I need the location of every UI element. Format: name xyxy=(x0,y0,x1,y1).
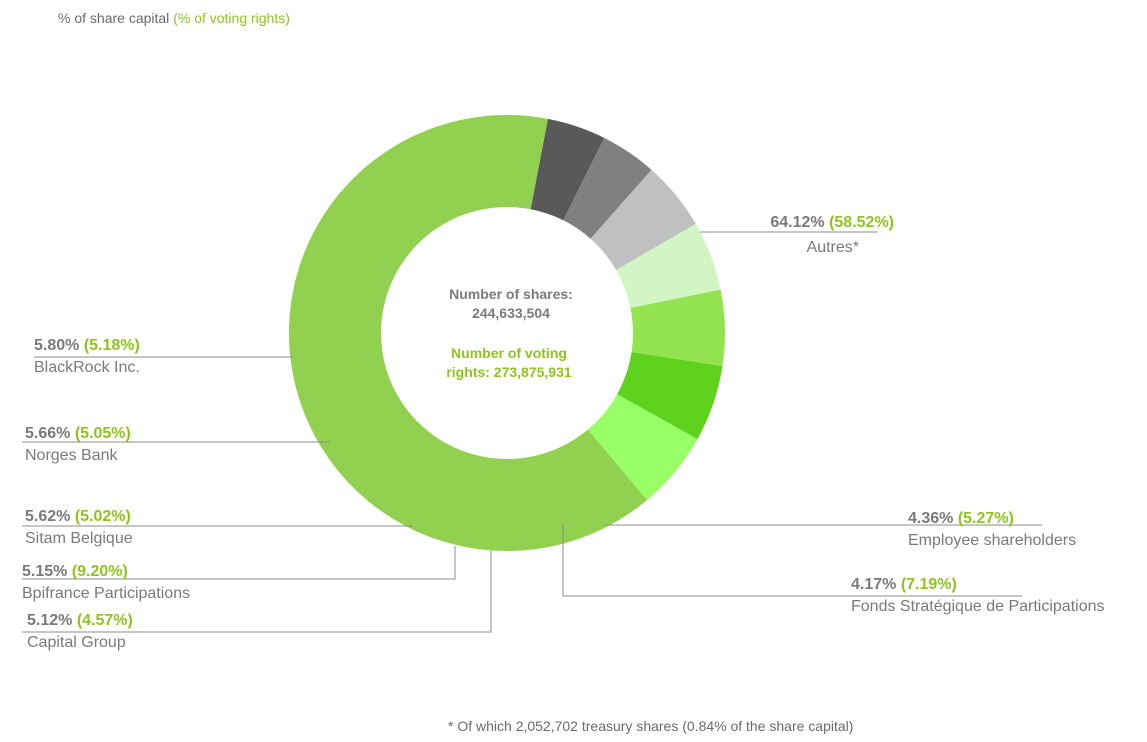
name-label-sitam-belgique: Sitam Belgique xyxy=(25,530,133,547)
name-label-capital-group: Capital Group xyxy=(27,634,126,651)
leader-line-fonds-strat-gique-de-participations xyxy=(562,524,1022,597)
pct-label-blackrock-inc: 5.80% (5.18%) xyxy=(34,337,140,354)
slice-bpifrance-participations xyxy=(616,223,721,308)
voting-rights-fonds-strat-gique-de-participations: (7.19%) xyxy=(901,576,957,593)
pct-label-autres: 64.12% (58.52%) xyxy=(770,214,894,231)
footnote: * Of which 2,052,702 treasury shares (0.… xyxy=(448,718,854,734)
pct-label-employee-shareholders: 4.36% (5.27%) xyxy=(908,510,1014,527)
share-capital-bpifrance-participations: 5.15% xyxy=(22,563,72,580)
voting-rights-capital-group: (4.57%) xyxy=(77,612,133,629)
name-label-autres: Autres* xyxy=(807,239,859,256)
name-label-bpifrance-participations: Bpifrance Participations xyxy=(22,585,190,602)
pct-label-sitam-belgique: 5.62% (5.02%) xyxy=(25,508,131,525)
voting-rights-sitam-belgique: (5.02%) xyxy=(75,508,131,525)
slice-blackrock-inc xyxy=(587,394,698,500)
pct-label-norges-bank: 5.66% (5.05%) xyxy=(25,425,131,442)
slice-employee-shareholders xyxy=(530,118,605,221)
pct-label-capital-group: 5.12% (4.57%) xyxy=(27,612,133,629)
name-label-fonds-strat-gique-de-participations: Fonds Stratégique de Participations xyxy=(851,598,1104,615)
name-label-blackrock-inc: BlackRock Inc. xyxy=(34,359,140,376)
leader-lines xyxy=(22,231,1042,633)
pct-label-fonds-strat-gique-de-participations: 4.17% (7.19%) xyxy=(851,576,957,593)
center-shares-value: 244,633,504 xyxy=(472,305,550,321)
share-capital-employee-shareholders: 4.36% xyxy=(908,510,958,527)
share-capital-blackrock-inc: 5.80% xyxy=(34,337,84,354)
leader-line-bpifrance-participations xyxy=(22,546,456,580)
voting-rights-blackrock-inc: (5.18%) xyxy=(84,337,140,354)
slice-autres xyxy=(288,114,648,552)
slice-capital-group xyxy=(590,169,696,270)
legend-suffix: (% of voting rights) xyxy=(173,10,290,26)
voting-rights-norges-bank: (5.05%) xyxy=(75,425,131,442)
share-capital-autres: 64.12% xyxy=(770,214,829,231)
center-shares-label: Number of shares: xyxy=(449,286,573,302)
center-voting-label: Number of voting xyxy=(451,345,567,361)
slice-fonds-strat-gique-de-participations xyxy=(563,137,652,239)
name-label-employee-shareholders: Employee shareholders xyxy=(908,532,1076,549)
legend-prefix: % of share capital xyxy=(58,10,170,26)
name-label-norges-bank: Norges Bank xyxy=(25,447,118,464)
legend-title: % of share capital (% of voting rights) xyxy=(58,10,290,26)
share-capital-capital-group: 5.12% xyxy=(27,612,77,629)
voting-rights-employee-shareholders: (5.27%) xyxy=(958,510,1014,527)
slice-sitam-belgique xyxy=(630,289,725,367)
center-voting-value: rights: 273,875,931 xyxy=(446,364,572,380)
leader-line-capital-group xyxy=(22,550,492,633)
share-capital-norges-bank: 5.66% xyxy=(25,425,75,442)
share-capital-fonds-strat-gique-de-participations: 4.17% xyxy=(851,576,901,593)
slice-labels: 64.12% (58.52%) Autres* 4.36% (5.27%) Emplo… xyxy=(22,214,1104,651)
share-capital-sitam-belgique: 5.62% xyxy=(25,508,75,525)
donut-slices xyxy=(288,114,725,552)
voting-rights-bpifrance-participations: (9.20%) xyxy=(72,563,128,580)
voting-rights-autres: (58.52%) xyxy=(829,214,894,231)
slice-norges-bank xyxy=(617,352,723,440)
pct-label-bpifrance-participations: 5.15% (9.20%) xyxy=(22,563,128,580)
